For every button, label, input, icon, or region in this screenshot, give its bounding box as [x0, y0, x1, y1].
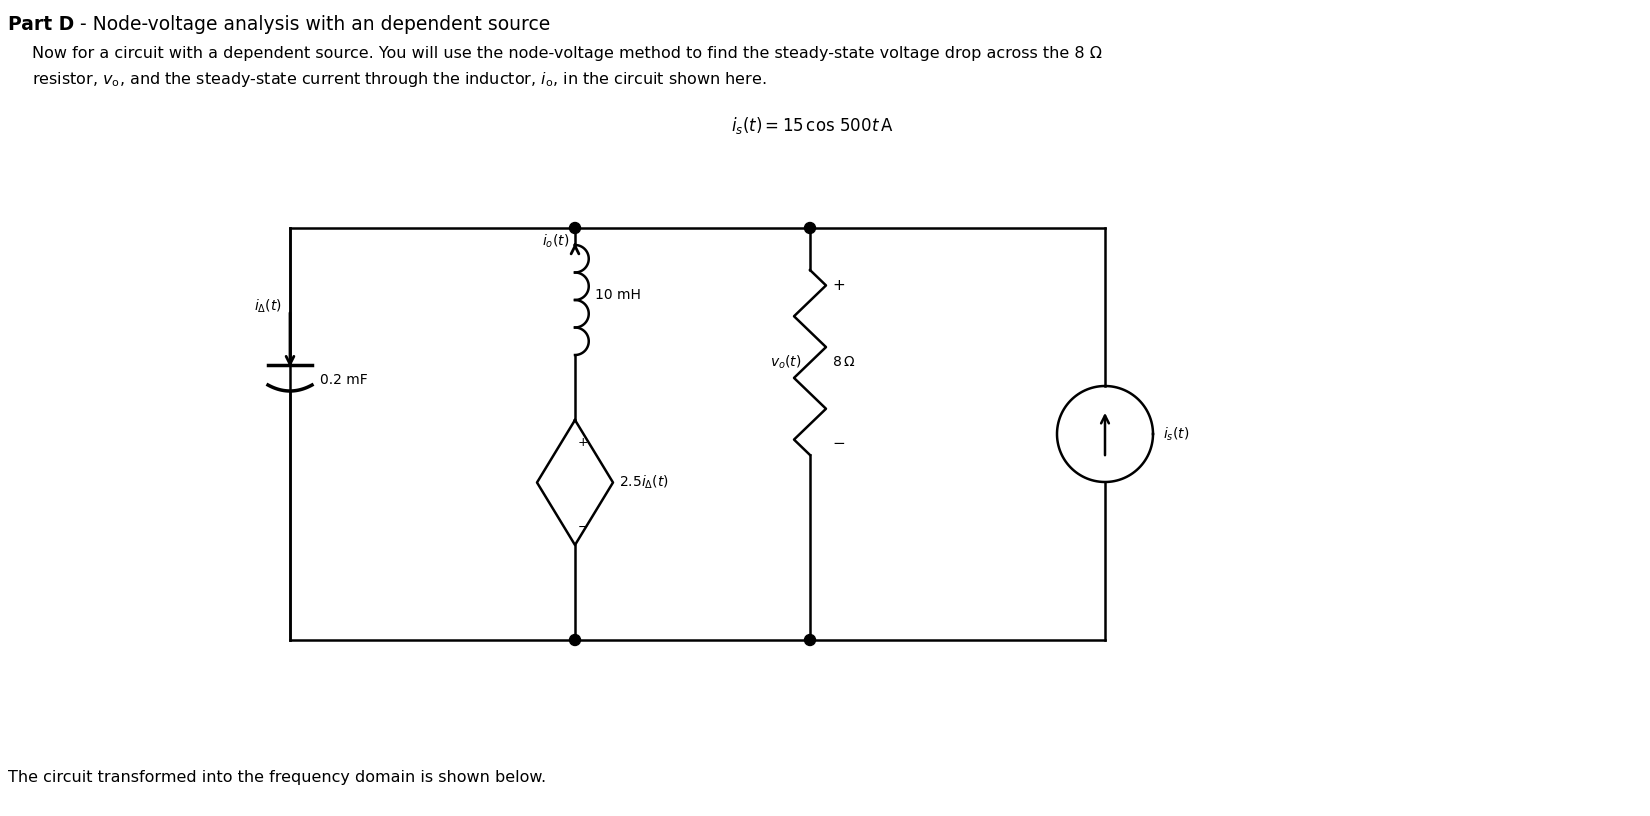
Text: +: +	[832, 277, 845, 292]
Text: −: −	[578, 521, 589, 534]
Circle shape	[569, 223, 581, 233]
Text: 10 mH: 10 mH	[594, 288, 640, 302]
Circle shape	[805, 635, 815, 645]
Text: −: −	[832, 436, 845, 450]
Text: 0.2 mF: 0.2 mF	[320, 373, 368, 387]
Circle shape	[805, 223, 815, 233]
Text: $i_s(t) = 15\,\cos\,500t\,\mathrm{A}$: $i_s(t) = 15\,\cos\,500t\,\mathrm{A}$	[731, 115, 893, 136]
Text: Now for a circuit with a dependent source. You will use the node-voltage method : Now for a circuit with a dependent sourc…	[31, 46, 1102, 61]
Text: $i_{\Delta}(t)$: $i_{\Delta}(t)$	[254, 298, 282, 316]
Text: Part D: Part D	[8, 15, 74, 34]
Text: $i_s(t)$: $i_s(t)$	[1163, 425, 1190, 443]
Text: $2.5i_{\Delta}(t)$: $2.5i_{\Delta}(t)$	[619, 474, 668, 491]
Text: +: +	[578, 436, 589, 449]
Text: $8\,\Omega$: $8\,\Omega$	[832, 356, 855, 370]
Text: resistor, $v_\mathrm{o}$, and the steady-state current through the inductor, $i_: resistor, $v_\mathrm{o}$, and the steady…	[31, 70, 767, 89]
Text: - Node-voltage analysis with an dependent source: - Node-voltage analysis with an dependen…	[74, 15, 549, 34]
Circle shape	[569, 635, 581, 645]
Text: The circuit transformed into the frequency domain is shown below.: The circuit transformed into the frequen…	[8, 770, 546, 785]
Text: $v_o(t)$: $v_o(t)$	[771, 354, 802, 371]
Text: $i_o(t)$: $i_o(t)$	[541, 233, 569, 251]
